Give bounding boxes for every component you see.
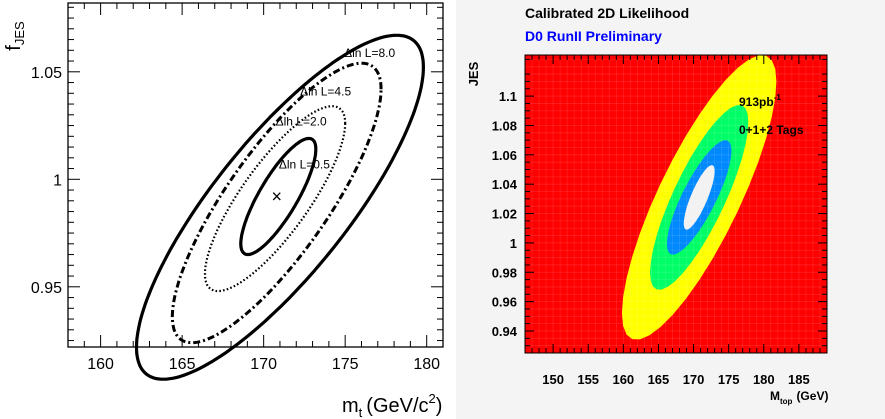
right-x-tick-label: 165 [648,372,670,387]
right-subtitle: D0 RunII Preliminary [525,28,662,44]
left-x-tick-label: 165 [169,356,196,373]
tags-annotation: 0+1+2 Tags [739,123,804,137]
right-y-tick-label: 1 [510,236,517,251]
right-y-tick-label: 1.04 [492,177,518,192]
contour-line-2 [203,105,347,293]
left-y-tick-label: 1.05 [31,65,62,82]
right-y-tick-label: 0.98 [492,265,517,280]
right-y-axis-label: JES [466,61,481,86]
left-contour-plot: Δln L=0.5 Δlh L=2.0 Δln L=4.5 Δln L=8.0 × 16… [3,2,444,419]
contour-line-4 [134,33,425,381]
contour-line-1 [239,136,318,257]
right-y-tick-label: 0.94 [492,324,518,339]
right-likelihood-plot: Calibrated 2D Likelihood D0 RunII Prelim… [456,0,885,419]
right-y-tick-label: 1.08 [492,118,517,133]
right-x-tick-label: 185 [788,372,810,387]
left-y-tick-label: 1 [53,172,62,189]
right-plot-frame [524,54,828,354]
right-x-tick-label: 155 [577,372,599,387]
left-x-tick-label: 170 [250,356,277,373]
right-y-tick-label: 1.1 [499,89,517,104]
right-x-tick-label: 160 [612,372,634,387]
right-y-tick-label: 1.06 [492,148,517,163]
contour-line-3 [170,61,383,345]
best-fit-marker: × [271,187,282,207]
right-x-tick-label: 175 [718,372,740,387]
left-plot-frame [67,2,444,348]
right-x-axis-label: Mtop (GeV) [770,389,828,406]
left-x-tick-label: 175 [332,356,359,373]
right-y-tick-label: 0.96 [492,295,517,310]
contour-label-1: Δln L=0.5 [279,158,330,172]
contour-label-4: Δln L=8.0 [344,46,395,60]
contour-label-2: Δlh L=2.0 [276,115,327,129]
likelihood-level-4 [683,165,715,230]
right-x-tick-label: 150 [542,372,564,387]
left-y-tick-label: 0.95 [31,280,62,297]
luminosity-annotation: 913pb-1 [739,93,781,109]
contour-label-3: Δln L=4.5 [300,84,351,98]
right-x-tick-label: 180 [753,372,775,387]
left-x-axis-label: mt (GeV/c2) [342,391,442,419]
right-y-tick-label: 1.02 [492,207,517,222]
left-y-axis-label: fJES [3,21,27,51]
right-title: Calibrated 2D Likelihood [525,5,689,21]
left-x-tick-label: 180 [413,356,440,373]
left-x-tick-label: 160 [87,356,114,373]
right-x-tick-label: 170 [683,372,705,387]
